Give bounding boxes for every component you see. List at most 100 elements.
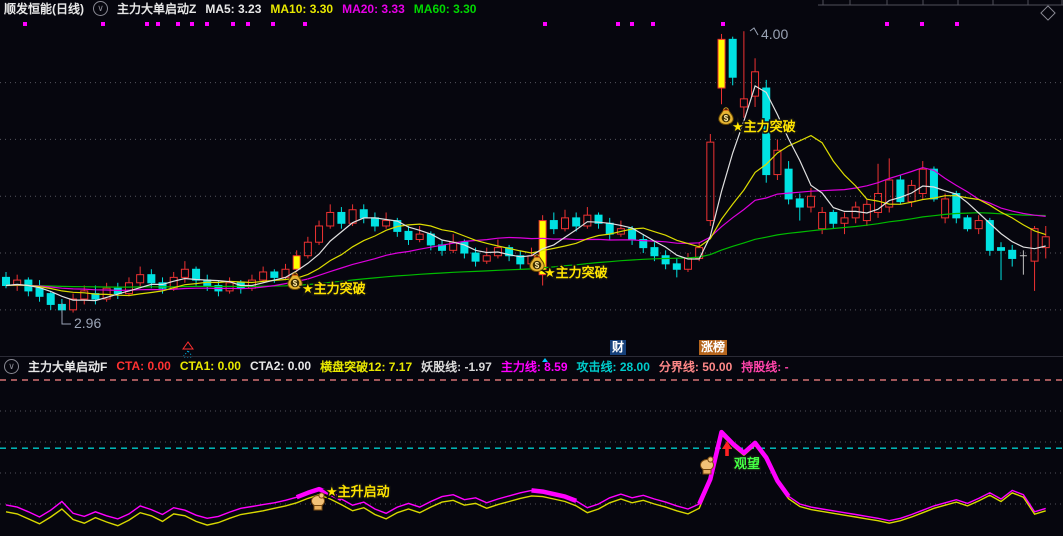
fenjie-value: 分界线: 50.00	[658, 359, 733, 374]
candle	[683, 257, 692, 270]
candle	[885, 179, 894, 208]
candle	[851, 206, 860, 219]
candle	[292, 255, 301, 270]
signal-dot	[176, 22, 180, 26]
candle	[124, 282, 133, 295]
candle	[784, 168, 793, 200]
signal-dot	[885, 22, 889, 26]
candle	[672, 263, 681, 270]
main-indicator-name[interactable]: 主力大单启动Z	[117, 2, 197, 16]
gongji-value: 攻击线: 28.00	[576, 359, 650, 374]
candle	[1041, 236, 1050, 249]
signal-dot	[231, 22, 235, 26]
ma10-value: MA10: 3.30	[270, 1, 334, 16]
candle	[259, 271, 268, 281]
candle	[505, 247, 514, 257]
candle	[337, 211, 346, 224]
signal-dot	[145, 22, 149, 26]
signal-dot	[616, 22, 620, 26]
candle	[605, 222, 614, 235]
candle	[795, 198, 804, 208]
chevron-down-icon[interactable]: ∨	[4, 358, 19, 374]
candle	[549, 220, 558, 230]
signal-dot	[23, 22, 27, 26]
candle	[661, 255, 670, 265]
sub-indicator-name[interactable]: 主力大单启动F	[28, 359, 108, 374]
candle	[315, 225, 324, 243]
candle	[158, 282, 167, 289]
signal-dot	[920, 22, 924, 26]
ma20-value: MA20: 3.33	[342, 1, 405, 16]
breakout-label: ★主力突破	[302, 281, 366, 296]
candle	[80, 290, 89, 300]
indicator-line-bold	[295, 486, 343, 502]
arrow-up-icon	[725, 449, 729, 456]
candle	[639, 239, 648, 249]
indicator-line-bold	[697, 429, 791, 505]
candle	[1030, 228, 1039, 262]
candle	[2, 276, 10, 286]
indicator-signal-label: 观望	[734, 456, 760, 471]
signal-dot	[651, 22, 655, 26]
cta2-value: CTA2: 0.00	[249, 359, 312, 373]
candle	[717, 38, 726, 89]
candle	[751, 71, 760, 97]
ma-line-ma5	[5, 85, 1046, 302]
candle	[516, 255, 525, 265]
candle	[415, 233, 424, 241]
svg-text:$: $	[293, 279, 298, 288]
candle	[482, 255, 491, 262]
candle	[985, 220, 994, 251]
stock-title: 顺发恒能(日线)	[4, 2, 84, 16]
cta-value: CTA: 0.00	[116, 359, 171, 373]
candle	[997, 247, 1006, 251]
signal-dot	[190, 22, 194, 26]
candle	[136, 274, 145, 284]
candle	[326, 211, 335, 227]
sub-indicator-header: ∨ 主力大单启动F CTA: 0.00 CTA1: 0.00 CTA2: 0.0…	[4, 358, 789, 374]
candle	[818, 211, 827, 230]
cta1-value: CTA1: 0.00	[179, 359, 241, 373]
indicator-line	[5, 430, 1046, 522]
zhangbang-badge[interactable]: 涨榜	[699, 340, 728, 355]
candle	[572, 217, 581, 227]
candle	[370, 217, 379, 227]
ma-line-ma60	[5, 212, 1046, 288]
candle	[728, 38, 737, 78]
signal-dot	[630, 22, 634, 26]
signal-dot	[246, 22, 250, 26]
low-price-label: 2.96	[74, 315, 101, 331]
candle	[180, 268, 189, 278]
svg-text:$: $	[724, 114, 729, 123]
candle	[650, 247, 659, 257]
candle	[270, 271, 279, 278]
signal-dot	[271, 22, 275, 26]
signal-dot	[205, 22, 209, 26]
signal-dot	[543, 22, 547, 26]
candle	[941, 198, 950, 219]
chevron-down-icon[interactable]: ∨	[93, 1, 108, 16]
signal-dot	[721, 22, 725, 26]
low-leader	[61, 303, 71, 325]
candle	[147, 274, 156, 284]
diamond-icon[interactable]	[1040, 5, 1056, 21]
candle	[359, 209, 368, 219]
candle	[471, 252, 480, 262]
high-price-label: 4.00	[761, 26, 788, 42]
candle	[583, 214, 592, 227]
candle	[404, 230, 413, 241]
candle	[616, 228, 625, 235]
tiny-cyan-marker	[542, 358, 548, 362]
indicator-line	[5, 433, 1046, 527]
ma-line-ma20	[5, 166, 1046, 292]
breakout-label: ★主力突破	[544, 265, 608, 280]
indicator-signal-label: ★主升启动	[326, 484, 390, 499]
money-bag-icon: $	[287, 272, 303, 291]
candle	[628, 228, 637, 241]
cai-badge[interactable]: 财	[610, 340, 627, 355]
candle	[69, 298, 78, 311]
candle	[1008, 249, 1017, 259]
candle	[829, 211, 838, 224]
